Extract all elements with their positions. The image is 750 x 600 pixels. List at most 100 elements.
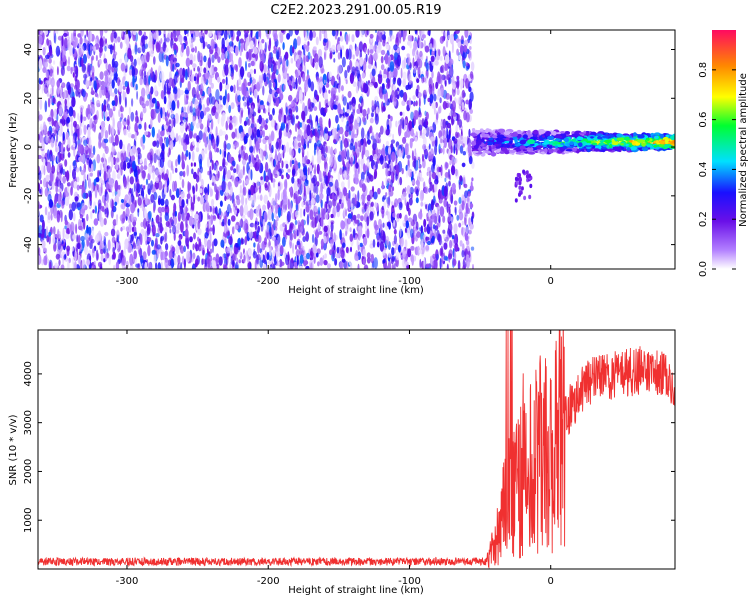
spectrogram-cell	[287, 131, 291, 139]
spectrogram-cell	[417, 159, 420, 168]
spectrogram-cell	[456, 75, 460, 81]
spectrogram-cell	[164, 198, 169, 208]
spectrogram-cell	[167, 259, 172, 266]
spectrogram-cell	[160, 236, 163, 245]
spectrogram-cell	[359, 242, 363, 248]
spectrogram-cell	[377, 187, 381, 195]
spectrogram-cell	[166, 90, 171, 95]
spectrogram-cell	[339, 229, 342, 241]
spectrogram-cell	[446, 201, 449, 214]
spectrogram-cell	[107, 63, 112, 71]
spectrogram-cell	[362, 206, 365, 215]
spectrogram-cell	[140, 221, 144, 228]
spectrogram-cell	[90, 210, 93, 220]
spectrogram-cell	[43, 255, 48, 266]
spectrogram-cell	[468, 35, 472, 41]
spectrogram-cell	[280, 55, 282, 63]
spectrogram-cell	[63, 89, 66, 100]
spectrogram-cell	[447, 34, 452, 40]
spectrogram-cell	[162, 41, 166, 53]
spectrogram-cell	[44, 61, 48, 68]
spectrogram-cell	[53, 226, 56, 235]
spectrogram-cell	[369, 174, 374, 182]
spectrogram-cell	[133, 58, 137, 67]
spectrogram-cell	[318, 206, 320, 215]
spectrogram-cell	[43, 121, 46, 131]
spectrogram-cell	[118, 252, 122, 264]
spectrogram-cell	[100, 248, 104, 255]
spectrogram-cell	[275, 202, 279, 214]
spectrogram-cell	[265, 118, 269, 124]
spectrogram-cell	[401, 45, 406, 51]
spectrogram-cell	[349, 72, 354, 84]
spectrogram-cell	[71, 96, 76, 108]
spectrogram-cell	[156, 140, 160, 148]
spectrogram-cell	[259, 147, 262, 159]
spectrogram-cell	[318, 135, 323, 142]
spectrogram-cell	[175, 244, 180, 255]
spectrogram-cell	[215, 30, 218, 36]
spectrogram-cell	[457, 260, 461, 269]
spectrogram-cell	[360, 127, 365, 140]
spectrogram-cell	[154, 69, 158, 82]
spectrogram-cell	[202, 104, 206, 112]
spectrogram-cell	[456, 80, 460, 90]
spectrogram-cell	[294, 210, 299, 218]
spectrogram-cell	[408, 97, 412, 109]
spectrogram-cell	[137, 169, 141, 174]
spectrogram-cell	[431, 171, 437, 180]
spectrogram-cell	[140, 184, 143, 190]
spectrogram-cell	[455, 124, 459, 134]
spectrogram-cell	[341, 56, 346, 68]
spectrogram-cell	[406, 170, 408, 178]
spectrogram-cell	[111, 191, 115, 197]
spectrogram-cell	[75, 223, 78, 234]
spectrogram-cell	[366, 171, 371, 183]
spectrogram-cell	[362, 109, 367, 117]
spectrogram-cell	[111, 58, 115, 68]
spectrogram-cell	[308, 200, 312, 209]
spectrogram-cell	[339, 35, 344, 42]
spectrogram-cell	[204, 200, 209, 211]
spectrogram-cell	[467, 142, 472, 154]
spectrogram-cell	[138, 30, 143, 36]
spectrogram-cell	[337, 171, 341, 182]
spectrogram-cell	[219, 165, 223, 172]
spectrogram-cell	[225, 50, 228, 59]
spectrogram-cell	[374, 113, 379, 125]
spectrogram-cell	[333, 58, 336, 63]
spectrogram-cell	[153, 252, 157, 264]
spectrogram-cell	[66, 245, 71, 252]
spectrogram-cell	[404, 143, 409, 156]
spectrogram-cell	[117, 36, 121, 43]
spectrogram-cell	[292, 46, 295, 54]
spectrogram-cell	[249, 262, 252, 269]
spectrogram-cell	[361, 192, 366, 203]
spectrogram-cell	[324, 253, 327, 259]
spectrogram-cell	[73, 181, 78, 189]
spectrogram-cell	[63, 109, 68, 121]
spectrogram-cell	[299, 208, 303, 219]
spectrogram-cell	[307, 141, 309, 149]
spectrogram-cell	[41, 84, 44, 94]
spectrogram-cell	[86, 63, 92, 75]
spectrogram-cell	[290, 109, 293, 120]
spectrogram-cell	[323, 79, 326, 84]
spectrogram-cell	[86, 42, 90, 52]
spectrogram-cell	[360, 215, 364, 222]
spectrogram-cell	[451, 183, 456, 191]
spectrogram-cell	[425, 236, 430, 241]
spectrogram-cell	[77, 143, 82, 154]
spectrogram-cell	[353, 145, 356, 152]
spectrogram-cell	[50, 137, 55, 148]
spectrogram-cell	[239, 38, 244, 44]
spectrogram-cell	[151, 126, 155, 138]
spectrogram-cell	[267, 94, 272, 103]
spectrogram-cell	[220, 106, 223, 112]
spectrogram-cell	[224, 30, 228, 41]
spectrogram-cell	[86, 158, 89, 166]
spectrogram-cell	[254, 187, 258, 193]
spectrogram-cell	[318, 170, 322, 183]
spectrogram-cell	[57, 239, 62, 251]
spectrogram-cell	[256, 180, 260, 189]
